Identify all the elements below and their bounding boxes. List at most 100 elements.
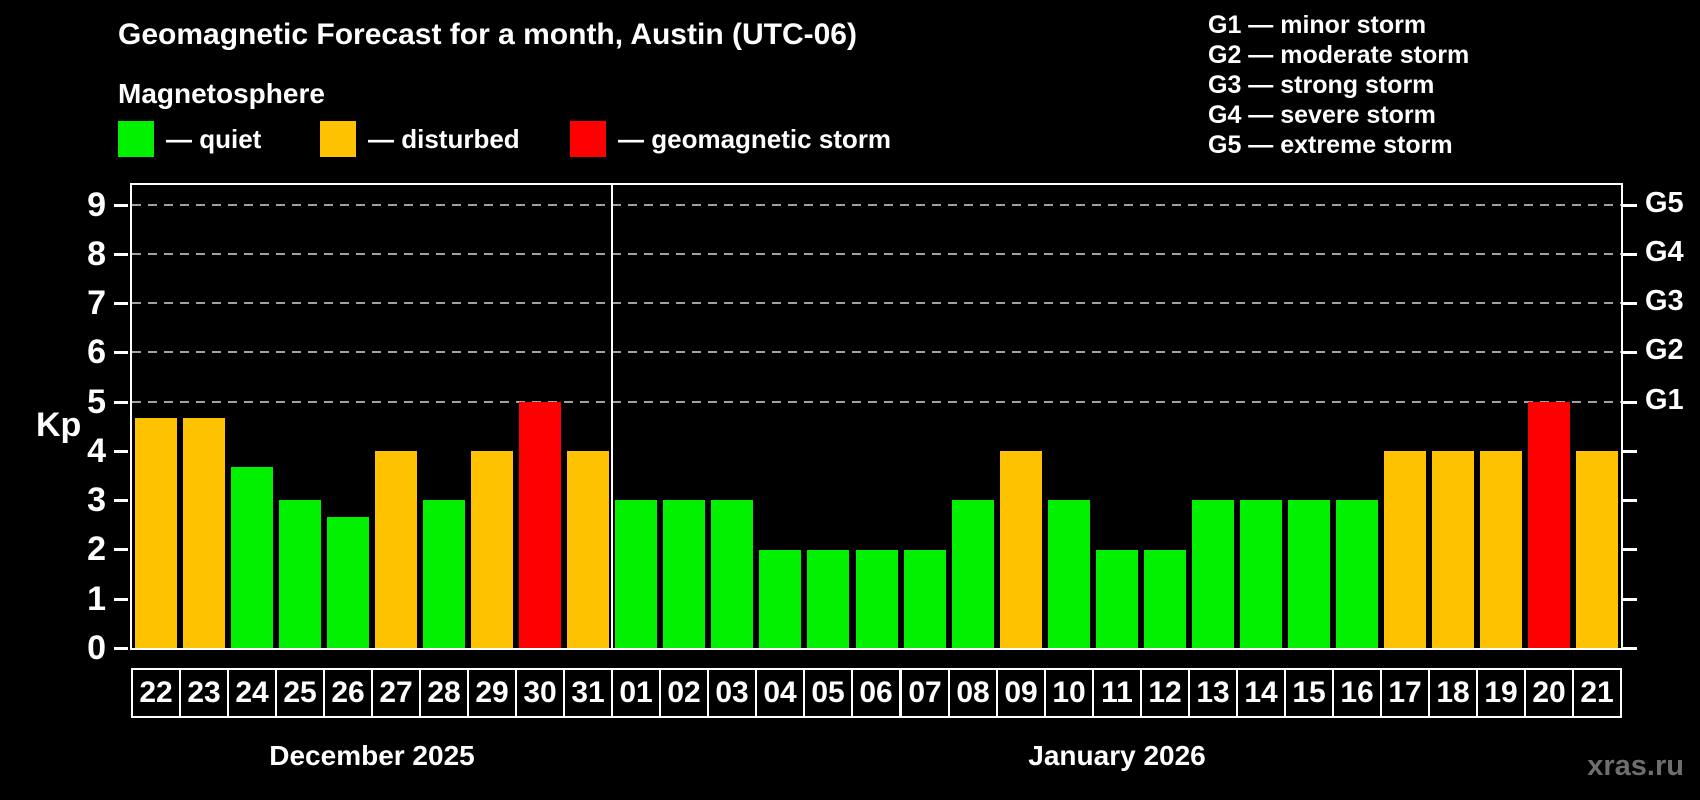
y-tick-right-4 [1621, 449, 1637, 453]
gridline-kp-9 [132, 203, 1621, 206]
gridline-kp-8 [132, 252, 1621, 255]
kp-bar-december-31 [567, 450, 610, 648]
kp-bar-december-29 [471, 450, 514, 648]
y-tick-label-2: 2 [87, 530, 106, 569]
y-tick-label-5: 5 [87, 382, 106, 421]
y-tick-right-3 [1621, 499, 1637, 503]
kp-bar-december-24 [231, 467, 274, 648]
y-tick-left-2 [114, 548, 128, 552]
legend-label-disturbed: — disturbed [368, 123, 520, 154]
g-legend-item-g1: G1 — minor storm [1208, 11, 1427, 39]
day-label-29: 29 [467, 668, 517, 718]
kp-bar-january-04 [759, 549, 802, 648]
watermark: xras.ru [1587, 750, 1684, 782]
y-tick-left-4 [114, 449, 128, 453]
g-legend-item-g2: G2 — moderate storm [1208, 41, 1470, 69]
kp-bar-december-30 [519, 401, 562, 648]
day-label-13: 13 [1188, 668, 1238, 718]
day-label-07: 07 [900, 668, 950, 718]
y-axis-label: Kp [36, 406, 82, 444]
day-label-16: 16 [1332, 668, 1382, 718]
y-tick-right-0 [1621, 647, 1637, 650]
kp-bar-january-01 [615, 500, 658, 648]
g-legend-item-g4: G4 — severe storm [1208, 101, 1436, 129]
kp-bar-january-06 [855, 549, 898, 648]
y-tick-label-4: 4 [87, 431, 106, 470]
legend-label-quiet: — quiet [166, 123, 262, 154]
y-tick-right-6 [1621, 351, 1637, 355]
kp-bar-january-11 [1095, 549, 1138, 648]
kp-bar-january-09 [999, 450, 1042, 648]
y-tick-left-5 [114, 400, 128, 404]
kp-bar-january-08 [951, 500, 994, 648]
day-label-27: 27 [371, 668, 421, 718]
legend-swatch-storm [570, 121, 606, 157]
day-label-04: 04 [755, 668, 805, 718]
kp-bar-january-18 [1431, 450, 1474, 648]
y-tick-label-6: 6 [87, 333, 106, 372]
right-axis-label-g3: G3 [1645, 285, 1684, 318]
y-tick-label-8: 8 [87, 234, 106, 273]
legend-swatch-quiet [118, 121, 154, 157]
g-scale-legend: G1 — minor storm G2 — moderate storm G3 — … [1208, 10, 1469, 160]
y-tick-left-3 [114, 499, 128, 503]
day-label-02: 02 [659, 668, 709, 718]
day-label-06: 06 [851, 668, 901, 718]
kp-bar-january-21 [1575, 450, 1618, 648]
kp-bar-january-07 [903, 549, 946, 648]
day-label-28: 28 [419, 668, 469, 718]
kp-bar-january-20 [1527, 401, 1570, 648]
day-label-14: 14 [1236, 668, 1286, 718]
legend-item-quiet: — quiet [118, 121, 261, 157]
month-separator [611, 185, 614, 648]
kp-bar-january-12 [1143, 549, 1186, 648]
right-axis-label-g1: G1 [1645, 383, 1684, 416]
y-tick-left-0 [114, 647, 128, 650]
y-tick-left-1 [114, 597, 128, 601]
kp-bar-january-15 [1287, 500, 1330, 648]
day-label-17: 17 [1380, 668, 1430, 718]
y-tick-label-1: 1 [87, 579, 106, 618]
month-label-december: December 2025 [269, 740, 475, 771]
y-tick-right-7 [1621, 302, 1637, 306]
gridline-kp-5 [132, 400, 1621, 403]
y-tick-left-7 [114, 302, 128, 306]
y-tick-label-7: 7 [87, 284, 106, 323]
gridline-kp-7 [132, 302, 1621, 305]
g-legend-item-g3: G3 — strong storm [1208, 71, 1435, 99]
day-label-24: 24 [227, 668, 277, 718]
day-label-10: 10 [1044, 668, 1094, 718]
y-tick-label-9: 9 [87, 185, 106, 224]
day-label-26: 26 [323, 668, 373, 718]
y-tick-label-3: 3 [87, 481, 106, 520]
right-axis-label-g2: G2 [1645, 334, 1684, 367]
day-label-09: 09 [996, 668, 1046, 718]
kp-bar-december-26 [327, 516, 370, 648]
kp-bar-january-13 [1191, 500, 1234, 648]
plot-area [130, 183, 1623, 650]
kp-bar-january-03 [711, 500, 754, 648]
kp-bar-december-28 [423, 500, 466, 648]
y-tick-right-2 [1621, 548, 1637, 552]
y-tick-right-9 [1621, 203, 1637, 207]
y-tick-right-1 [1621, 597, 1637, 601]
kp-bar-january-05 [807, 549, 850, 648]
y-tick-left-6 [114, 351, 128, 355]
right-axis-label-g4: G4 [1645, 235, 1684, 268]
y-tick-right-8 [1621, 252, 1637, 256]
kp-bar-december-23 [183, 417, 226, 648]
day-label-03: 03 [707, 668, 757, 718]
kp-bar-january-19 [1479, 450, 1522, 648]
kp-bar-january-10 [1047, 500, 1090, 648]
day-label-20: 20 [1524, 668, 1574, 718]
day-label-05: 05 [803, 668, 853, 718]
day-label-25: 25 [275, 668, 325, 718]
kp-bar-january-17 [1383, 450, 1426, 648]
kp-bar-december-22 [135, 417, 178, 648]
day-label-12: 12 [1140, 668, 1190, 718]
legend-label-storm: — geomagnetic storm [618, 123, 892, 154]
gridline-kp-6 [132, 351, 1621, 354]
page-title: Geomagnetic Forecast for a month, Austin… [118, 18, 857, 51]
day-label-21: 21 [1572, 668, 1622, 718]
